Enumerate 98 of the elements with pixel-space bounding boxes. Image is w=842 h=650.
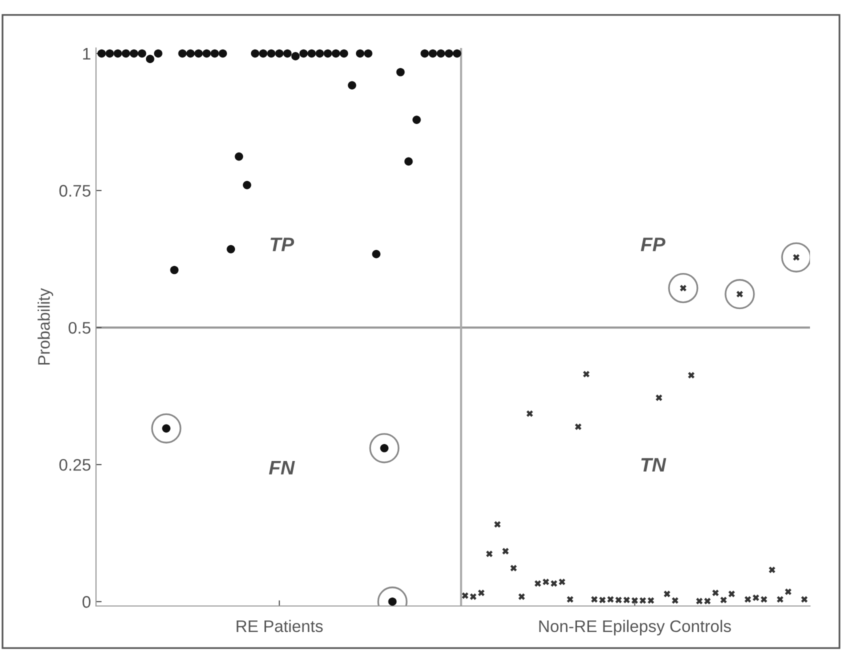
point (291, 52, 300, 60)
point (275, 49, 284, 58)
point (428, 49, 437, 58)
point (720, 596, 727, 604)
point (452, 49, 462, 58)
point (283, 49, 292, 58)
point (566, 596, 574, 603)
point (122, 49, 130, 58)
point (704, 598, 711, 604)
point (420, 49, 429, 58)
point (436, 49, 446, 58)
point (114, 49, 122, 58)
point (623, 596, 630, 604)
point (372, 250, 380, 258)
point (502, 548, 509, 554)
point (680, 284, 686, 292)
point (470, 593, 476, 600)
point (688, 372, 695, 378)
point (793, 254, 800, 261)
point (267, 49, 276, 58)
point (324, 49, 332, 58)
point (412, 116, 421, 124)
point (146, 54, 154, 64)
point (348, 81, 356, 90)
y-tick-label: 0.5 (68, 322, 90, 334)
point (178, 49, 187, 58)
point (106, 49, 114, 58)
point (170, 266, 179, 274)
point (672, 597, 678, 604)
point (744, 596, 752, 603)
point (404, 157, 413, 166)
point (364, 49, 372, 58)
point (591, 596, 598, 603)
point (316, 49, 324, 58)
x-tick-label: RE Patients (236, 620, 323, 632)
point (494, 521, 501, 528)
point (542, 578, 550, 586)
point (510, 564, 517, 572)
y-tick-label: 0.25 (59, 458, 90, 471)
annotation: TP (270, 238, 294, 252)
point (138, 49, 146, 58)
point (640, 597, 646, 604)
point (194, 49, 203, 58)
point (752, 594, 760, 602)
point (444, 49, 454, 58)
point (648, 597, 654, 604)
point (259, 49, 268, 58)
annotation: FN (269, 460, 295, 474)
point (218, 49, 227, 58)
point (462, 592, 468, 599)
point (558, 578, 566, 586)
point (656, 394, 662, 401)
point (518, 593, 525, 600)
point (631, 597, 638, 604)
point (478, 590, 485, 596)
point (801, 596, 808, 603)
point (242, 180, 252, 190)
x-tick-label: Non-RE Epilepsy Controls (539, 620, 731, 636)
point (664, 590, 670, 598)
point (388, 597, 397, 606)
point (599, 596, 606, 604)
point (307, 49, 316, 58)
y-tick-label: 0 (82, 596, 90, 608)
point (615, 596, 622, 604)
point (776, 596, 784, 603)
point (97, 49, 106, 58)
y-axis-title: Probability (38, 288, 54, 365)
annotation: TN (641, 458, 666, 472)
point (784, 588, 792, 596)
point (712, 590, 719, 596)
point (186, 49, 195, 58)
point (728, 590, 735, 598)
point (486, 550, 493, 558)
point (210, 49, 219, 58)
y-tick-label: 1 (83, 48, 90, 60)
y-tick-label: 0.75 (59, 184, 90, 197)
point (396, 68, 405, 76)
point (130, 49, 138, 58)
point (332, 49, 340, 58)
point (154, 49, 162, 58)
point (574, 424, 582, 430)
point (760, 596, 768, 603)
point (234, 152, 244, 161)
point (356, 49, 364, 58)
point (299, 49, 308, 58)
annotation: FP (640, 238, 666, 252)
point (534, 580, 542, 587)
point (526, 410, 533, 417)
point (250, 49, 260, 58)
point (736, 290, 743, 298)
point (202, 49, 211, 58)
point (696, 598, 703, 604)
point (340, 49, 348, 58)
point (768, 566, 776, 574)
point (226, 245, 236, 254)
point (607, 596, 614, 603)
point (583, 370, 590, 378)
point (550, 580, 558, 587)
